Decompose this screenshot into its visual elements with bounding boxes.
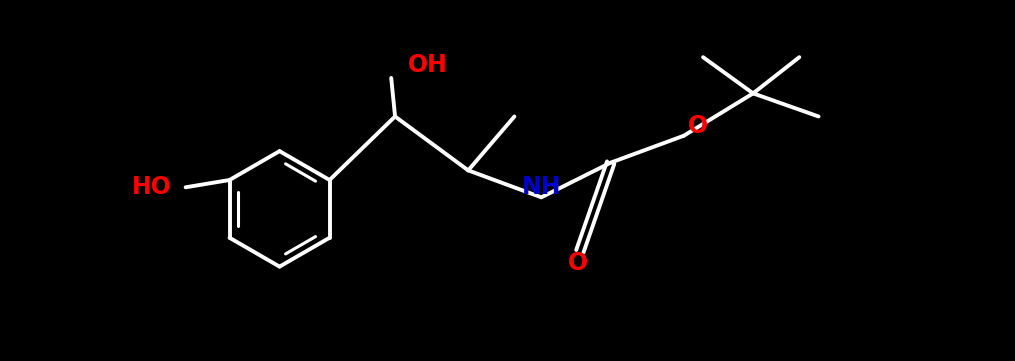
Text: NH: NH [522,174,561,199]
Text: O: O [567,251,588,275]
Text: O: O [687,114,707,139]
Text: OH: OH [408,53,448,77]
Text: HO: HO [132,175,172,199]
